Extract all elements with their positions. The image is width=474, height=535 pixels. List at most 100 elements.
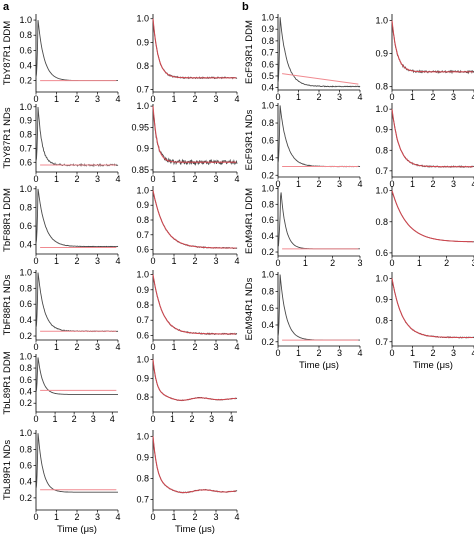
y-tick-label: 0.6: [19, 375, 32, 385]
plot-EcM94R1-DDM-corr: 0 1 2 3 0.6 0.8 1.0: [375, 186, 474, 268]
y-tick-label: 1.0: [19, 351, 32, 361]
x-tick-label: 3: [451, 92, 456, 102]
x-tick-label: 1: [171, 342, 176, 352]
x-tick-label: 1: [170, 414, 175, 424]
y-tick-label: 0.2: [261, 170, 274, 180]
y-tick-label: 0.6: [19, 221, 32, 231]
x-tick-label: 4: [234, 94, 239, 104]
panel-label-b: b: [242, 1, 249, 13]
x-tick-label: 2: [330, 258, 335, 268]
y-tick-label: 1.0: [136, 270, 149, 280]
y-tick-label: 0.8: [261, 286, 274, 296]
x-tick-label: 1: [54, 512, 59, 522]
y-axis-label: TbY87R1 NDs: [2, 107, 13, 168]
data-trace: [152, 190, 238, 250]
y-tick-label: 0.8: [375, 316, 388, 326]
data-trace: [152, 18, 238, 80]
x-tick-label: 0: [150, 256, 155, 266]
y-tick-label: 0.4: [261, 320, 274, 330]
y-tick-label: 0.6: [375, 248, 388, 258]
x-tick-label: 1: [54, 256, 59, 266]
x-tick-label: 0: [275, 348, 280, 358]
x-tick-label: 0: [150, 414, 155, 424]
x-tick-label: 2: [72, 414, 77, 424]
x-tick-label: 2: [430, 92, 435, 102]
y-tick-label: 0.9: [136, 373, 149, 383]
x-tick-label: 4: [234, 512, 239, 522]
x-tick-label: 3: [209, 414, 214, 424]
x-tick-label: 3: [337, 179, 342, 189]
y-tick-label: 0.4: [19, 60, 32, 70]
x-tick-label: 4: [115, 342, 120, 352]
y-tick-label: 0.4: [19, 315, 32, 325]
x-tick-label: 4: [471, 92, 474, 102]
y-tick-label: 0.8: [261, 118, 274, 128]
x-tick-label: 4: [357, 92, 362, 102]
y-axis-label: EcF93R1 NDs: [244, 109, 255, 170]
y-tick-label: 0.4: [19, 477, 32, 487]
y-axis-label: TbF88R1 DDM: [2, 188, 13, 252]
data-trace: [35, 188, 119, 248]
y-tick-label: 0.2: [19, 331, 32, 341]
x-tick-label: 1: [296, 179, 301, 189]
y-axis-label: EcM94R1 DDM: [244, 188, 255, 254]
plot-EcF93R1-DDM-corr: 0 1 2 3 4 0.8 0.9 1.0: [375, 14, 474, 102]
y-tick-label: 0.95: [131, 122, 149, 132]
plot-TbF88R1-NDs-raw: 0 1 2 3 4 0.2 0.4 0.6 0.8 1.0 TbF88R1 NDs: [2, 267, 121, 352]
y-axis-label: TbF88R1 NDs: [2, 274, 13, 335]
y-tick-label: 0.2: [19, 76, 32, 86]
x-tick-label: 0: [33, 174, 38, 184]
fit-curve: [152, 359, 237, 401]
x-tick-label: 2: [74, 512, 79, 522]
x-tick-label: 0: [389, 92, 394, 102]
x-tick-label: 0: [275, 179, 280, 189]
y-tick-label: 0.6: [261, 59, 274, 69]
y-tick-label: 0.2: [19, 398, 32, 408]
x-tick-label: 2: [192, 256, 197, 266]
y-axis-label: EcM94R1 NDs: [244, 277, 255, 340]
y-tick-label: 0.9: [375, 125, 388, 135]
y-tick-label: 0.4: [261, 231, 274, 241]
x-tick-label: 3: [451, 348, 456, 358]
x-tick-label: 1: [171, 256, 176, 266]
x-tick-label: 0: [33, 512, 38, 522]
y-tick-label: 0.4: [19, 240, 32, 250]
y-tick-label: 0.9: [136, 200, 149, 210]
y-axis-label: EcF93R1 DDM: [244, 20, 255, 84]
x-tick-label: 1: [303, 258, 308, 268]
x-tick-label: 3: [95, 94, 100, 104]
x-tick-label: 2: [444, 258, 449, 268]
data-trace: [277, 274, 360, 341]
y-tick-label: 0.7: [136, 85, 149, 95]
y-axis-label: TbL89R1 DDM: [2, 351, 13, 414]
fit-curve: [152, 190, 237, 249]
y-tick-label: 0.8: [136, 473, 149, 483]
plot-TbY87R1-DDM-raw: 0 1 2 3 4 0.2 0.4 0.6 0.8 1.0 TbY87R1 DDM: [2, 14, 121, 104]
y-tick-label: 1.0: [136, 101, 149, 111]
x-tick-label: 2: [74, 174, 79, 184]
y-tick-label: 1.0: [136, 185, 149, 195]
x-tick-label: 1: [296, 348, 301, 358]
x-tick-label: 2: [316, 348, 321, 358]
y-tick-label: 0.7: [261, 48, 274, 58]
y-tick-label: 1.0: [136, 355, 149, 365]
y-tick-label: 1.0: [375, 104, 388, 114]
x-tick-label: 3: [213, 342, 218, 352]
y-tick-label: 0.7: [375, 166, 388, 176]
x-tick-label: 3: [213, 512, 218, 522]
y-tick-label: 0.2: [261, 337, 274, 347]
x-tick-label: 1: [171, 174, 176, 184]
x-tick-label: 0: [150, 94, 155, 104]
x-tick-label: 1: [410, 92, 415, 102]
x-tick-label: 1: [54, 342, 59, 352]
y-tick-label: 1.0: [375, 186, 388, 196]
x-tick-label: 0: [275, 92, 280, 102]
data-trace: [277, 17, 361, 88]
data-trace: [391, 190, 474, 243]
x-tick-label: 4: [234, 342, 239, 352]
y-tick-label: 0.4: [19, 386, 32, 396]
plot-EcM94R1-NDs-raw: 0 1 2 3 4 0.2 0.4 0.6 0.8 1.0 EcM94R1 NDs Time (μs): [244, 270, 363, 371]
x-tick-label: 4: [115, 94, 120, 104]
y-tick-label: 1.0: [261, 13, 274, 23]
x-tick-label: 1: [53, 414, 58, 424]
